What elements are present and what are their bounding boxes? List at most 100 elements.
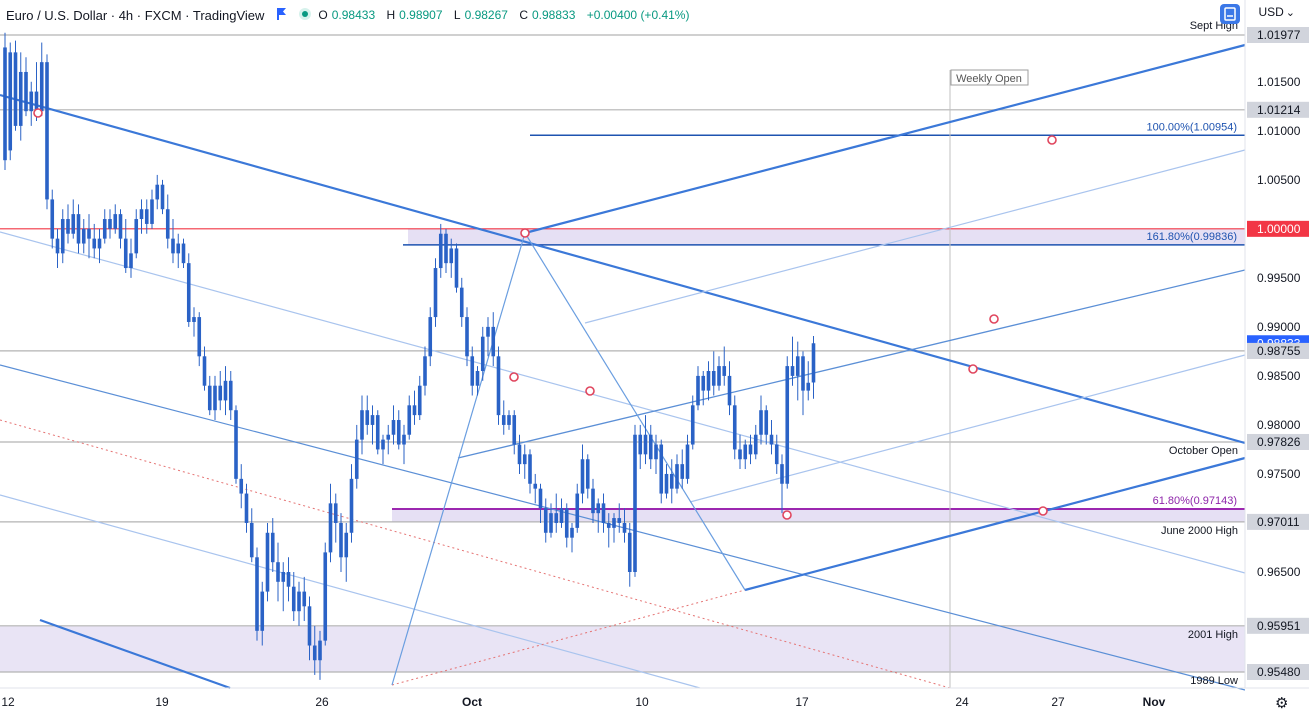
candle-body [711, 371, 716, 386]
close-label: C [519, 8, 528, 22]
candle-body [123, 238, 128, 269]
candle-body [291, 586, 296, 612]
compare-icon[interactable] [1220, 4, 1240, 24]
candle-body [459, 287, 464, 318]
dotted-red-support [391, 589, 746, 686]
y-tick-label: 0.99500 [1257, 271, 1301, 285]
fib-level-label: 100.00%(1.00954) [1146, 121, 1237, 133]
candle-body [402, 434, 406, 445]
candle-body [139, 209, 144, 220]
price-label-box [1247, 617, 1309, 634]
candle-body [255, 557, 259, 631]
candle-body [60, 219, 65, 254]
open-label: O [318, 8, 328, 22]
candle-body [186, 263, 191, 322]
candle-body [706, 371, 711, 391]
ohlc-values: O 0.98433 H 0.98907 L 0.98267 C 0.98833 +0.0… [318, 8, 693, 22]
candle-body [76, 214, 81, 244]
candle-body [102, 219, 107, 239]
candle-body [465, 317, 469, 357]
candle-body [785, 366, 790, 484]
candle-body [512, 415, 517, 445]
high-label: H [386, 8, 396, 22]
lower-channel-segment [39, 618, 231, 690]
candle-body [780, 464, 784, 484]
candle-body [276, 562, 280, 582]
candle-body [312, 645, 317, 661]
candle-body [29, 91, 34, 112]
candle-body [307, 606, 312, 646]
candle-body [454, 248, 459, 288]
candle-body [517, 444, 522, 465]
candle-body [129, 253, 133, 269]
candle-body [391, 420, 396, 435]
descending-trendline [0, 93, 1246, 445]
candle-body [507, 415, 511, 425]
price-level-name: 1989 Low [1190, 675, 1238, 687]
candle-body [155, 184, 160, 200]
candle-body [675, 464, 679, 489]
candle-body [601, 503, 606, 523]
candle-body [344, 532, 349, 558]
candle-body [717, 366, 721, 386]
x-tick-label: 26 [315, 695, 329, 709]
candle-body [575, 493, 580, 528]
candle-body [407, 405, 412, 435]
candle-body [491, 326, 496, 357]
candle-body [39, 62, 44, 112]
change-value: +0.00400 (+0.41%) [586, 8, 690, 22]
candle-body [3, 47, 7, 161]
candle-body [8, 52, 13, 151]
candle-body [270, 532, 275, 563]
candle-body [365, 410, 370, 425]
x-tick-label: 19 [155, 695, 169, 709]
x-tick-label: 24 [955, 695, 969, 709]
flag-icon[interactable] [274, 7, 288, 24]
candle-body [606, 522, 611, 528]
pivot-marker [989, 314, 999, 324]
y-tick-label: 0.98500 [1257, 369, 1301, 383]
candle-body [438, 233, 443, 269]
price-level-name: 2001 High [1188, 629, 1238, 641]
descending-trendline-light [0, 231, 1246, 574]
candle-body [176, 243, 181, 254]
currency-selector[interactable]: USD [1258, 5, 1295, 19]
y-tick-label: 0.98000 [1257, 418, 1301, 432]
candle-body [596, 503, 601, 514]
candle-body [396, 420, 401, 445]
high-value: 0.98907 [399, 8, 443, 22]
candle-body [669, 473, 674, 489]
candle-body [412, 405, 417, 416]
candle-body [622, 522, 627, 533]
candle-body [759, 410, 763, 435]
candle-body [580, 459, 585, 494]
candle-body [538, 488, 543, 509]
gear-icon[interactable]: ⚙ [1275, 695, 1289, 712]
ascending-channel-mid [457, 269, 1246, 459]
pitchfork-leg-down [524, 232, 746, 591]
candle-body [638, 434, 643, 455]
candle-body [234, 410, 238, 479]
price-level-name: June 2000 High [1161, 525, 1238, 537]
candle-body [480, 336, 485, 372]
candle-body [585, 459, 590, 489]
candle-body [753, 434, 758, 455]
symbol-title[interactable]: Euro / U.S. Dollar · 4h · FXCM · Trading… [6, 7, 265, 23]
price-label-value: 0.95480 [1257, 665, 1301, 679]
y-tick-label: 1.01500 [1257, 75, 1301, 89]
candle-body [207, 385, 212, 411]
x-tick-label: Oct [462, 695, 482, 709]
candle-body [113, 214, 118, 229]
candle-body [244, 493, 249, 523]
pivot-marker [33, 108, 43, 118]
candle-body [732, 405, 737, 450]
candle-body [349, 478, 354, 533]
status-dot-icon [298, 7, 312, 24]
price-label-box [1247, 664, 1309, 680]
candle-body [13, 52, 18, 126]
candle-body [81, 228, 86, 244]
candle-body [45, 62, 49, 200]
candle-body [701, 375, 706, 391]
